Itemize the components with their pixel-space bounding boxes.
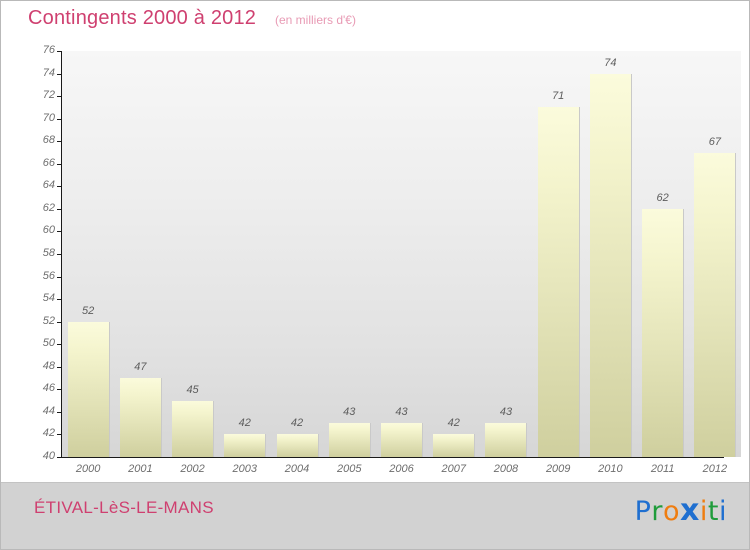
chart-header: Contingents 2000 à 2012 (en milliers d'€… [1,1,749,39]
y-axis-tick-label: 62 [42,201,55,214]
bar[interactable] [694,152,737,457]
y-axis-tick [57,96,62,98]
bar-value-label: 42 [238,417,251,430]
y-axis-tick-label: 48 [42,359,55,372]
x-axis-tick-label: 2008 [493,463,519,475]
x-axis-tick-label: 2004 [284,463,310,475]
footer-divider [1,482,749,483]
bar-value-label: 62 [656,191,669,204]
x-axis-tick-label: 2002 [180,463,205,475]
chart-footer: ÉTIVAL-LèS-LE-MANS Proxiti [1,482,749,549]
bar[interactable] [172,400,215,457]
y-axis-tick-label: 70 [42,111,55,124]
y-axis-tick-label: 56 [42,269,55,282]
x-axis-tick-label: 2001 [128,463,153,475]
y-axis-tick [57,389,62,391]
plot-area [62,51,741,457]
bar-value-label: 71 [552,90,565,103]
y-axis-tick [57,434,62,436]
y-axis-tick [57,276,62,278]
x-axis-line [61,457,724,458]
bar-value-label: 45 [186,383,199,396]
y-axis-tick-label: 40 [42,450,55,462]
bar-value-label: 43 [395,406,408,419]
y-axis-tick [57,457,62,458]
page-title: Contingents 2000 à 2012 [28,7,257,29]
bar-value-label: 67 [708,135,721,148]
y-axis-tick [57,141,62,143]
bar-value-label: 43 [343,406,356,419]
bar-value-label: 43 [499,406,513,419]
y-axis-tick [57,163,62,165]
x-axis-tick-label: 2005 [337,463,362,475]
logo-letter: i [699,496,708,527]
y-axis-tick [57,186,62,188]
y-axis-tick [57,254,62,255]
x-axis-tick-label: 2011 [650,463,675,475]
commune-name: ÉTIVAL-LèS-LE-MANS [34,498,214,517]
y-axis-tick-label: 72 [42,89,55,102]
y-axis-tick-label: 66 [42,156,55,169]
chart-unit-subtitle: (en milliers d'€) [275,13,356,27]
bar[interactable] [381,423,423,457]
bar[interactable] [276,434,319,457]
y-axis-tick-label: 44 [42,404,55,417]
logo-letter: t [707,496,719,527]
y-axis-tick-label: 58 [42,247,55,259]
bar[interactable] [485,423,528,457]
logo-letter: r [651,496,663,527]
x-axis-tick-label: 2009 [545,463,571,475]
bar-value-label: 42 [290,417,304,430]
bar[interactable] [119,378,162,457]
y-axis-tick-label: 60 [42,224,55,237]
x-axis-tick-label: 2006 [389,463,414,475]
chart-canvas: 40 42 44 46 48 50 52 54 56 58 60 62 64 66 68 70 72 74 76 5… [1,39,749,482]
x-axis-tick-label: 2010 [598,463,623,475]
bar[interactable] [433,434,476,457]
y-axis-tick [57,411,62,413]
y-axis-tick [57,118,62,120]
y-axis-tick [57,208,62,210]
x-axis-tick-label: 2000 [75,463,101,475]
bar-value-label: 52 [81,304,95,317]
bar-value-label: 47 [134,361,147,374]
bar[interactable] [589,73,632,457]
x-axis-tick-label: 2007 [441,463,466,475]
logo-letter: i [718,496,727,527]
logo-letter: P [634,496,652,527]
logo-letter: o [662,496,681,527]
bar[interactable] [224,434,267,457]
bar[interactable] [328,423,371,457]
proxiti-logo[interactable]: Proxiti [635,493,727,528]
y-axis-tick [57,344,62,346]
bar-value-label: 42 [447,417,460,430]
y-axis-tick [57,366,62,368]
y-axis-tick-label: 42 [42,427,55,440]
y-axis-tick-label: 52 [42,314,55,327]
x-axis-tick-label: 2003 [232,463,258,475]
y-axis-tick-label: 46 [42,382,55,395]
y-axis-tick [57,73,62,75]
logo-letter: x [680,493,700,528]
y-axis-tick [57,321,62,323]
y-axis-tick-label: 68 [42,134,55,147]
bar-value-label: 74 [604,56,617,69]
y-axis-tick-label: 76 [42,44,55,56]
bar[interactable] [642,208,685,457]
y-axis-tick [57,299,62,301]
y-axis-tick [57,231,62,233]
bar[interactable] [67,321,110,457]
x-axis-tick-label: 2012 [702,463,728,475]
bar[interactable] [537,107,580,457]
y-axis-tick-label: 64 [42,179,55,192]
y-axis-tick-label: 50 [42,337,55,350]
y-axis-tick-label: 54 [42,292,55,305]
y-axis-tick-label: 74 [42,66,55,79]
y-axis-tick [57,51,62,52]
